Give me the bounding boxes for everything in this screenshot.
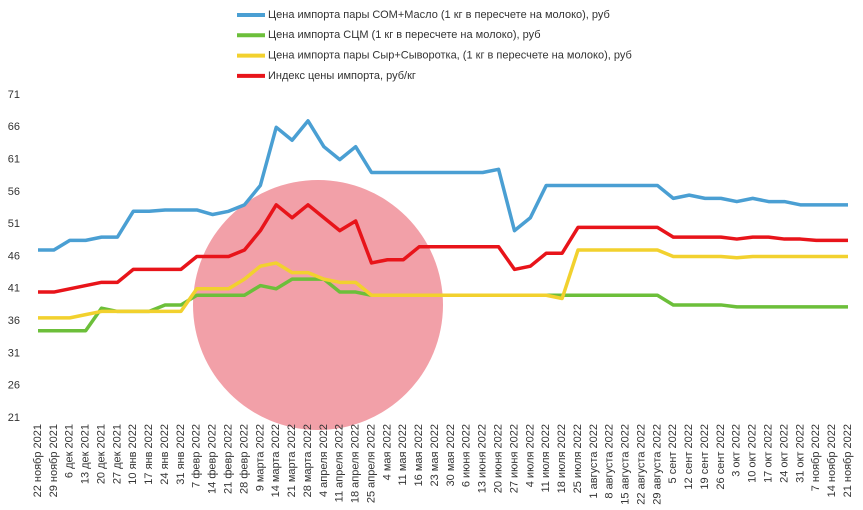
x-tick-label: 29 августа 2022: [651, 424, 663, 505]
x-tick-label: 14 февр 2022: [207, 424, 219, 494]
x-tick-label: 7 февр 2022: [191, 424, 203, 488]
x-tick-label: 27 июня 2022: [508, 424, 520, 493]
x-tick-label: 9 марта 2022: [254, 424, 266, 491]
x-tick-label: 3 окт 2022: [731, 424, 743, 477]
x-tick-label: 12 сент 2022: [683, 424, 695, 490]
x-tick-label: 29 ноябр 2021: [48, 424, 60, 497]
y-tick-label: 66: [8, 121, 20, 133]
x-tick-label: 18 июля 2022: [556, 424, 568, 493]
x-tick-label: 27 дек 2021: [111, 424, 123, 484]
x-tick-label: 28 февр 2022: [238, 424, 250, 494]
x-tick-label: 19 сент 2022: [699, 424, 711, 490]
y-tick-label: 56: [8, 186, 20, 198]
x-tick-label: 17 окт 2022: [762, 424, 774, 483]
x-tick-label: 30 мая 2022: [445, 424, 457, 486]
x-tick-label: 7 ноябр 2022: [810, 424, 822, 491]
x-tick-label: 17 янв 2022: [143, 424, 155, 485]
x-tick-label: 20 июня 2022: [492, 424, 504, 493]
x-tick-label: 10 янв 2022: [127, 424, 139, 485]
x-tick-label: 26 сент 2022: [715, 424, 727, 490]
x-tick-label: 11 июля 2022: [540, 424, 552, 493]
y-tick-label: 31: [8, 347, 20, 359]
x-tick-label: 21 марта 2022: [286, 424, 298, 497]
x-tick-label: 25 июля 2022: [572, 424, 584, 493]
x-tick-label: 14 ноябр 2022: [826, 424, 838, 497]
x-tick-label: 23 мая 2022: [429, 424, 441, 486]
legend-label: Цена импорта пары СОМ+Масло (1 кг в пере…: [268, 9, 610, 21]
x-tick-label: 5 сент 2022: [667, 424, 679, 483]
y-tick-label: 36: [8, 315, 20, 327]
x-tick-label: 31 окт 2022: [794, 424, 806, 483]
y-tick-label: 41: [8, 283, 20, 295]
x-tick-label: 24 окт 2022: [778, 424, 790, 483]
x-tick-label: 15 августа 2022: [620, 424, 632, 505]
x-tick-label: 21 ноябр 2022: [842, 424, 854, 497]
x-tick-label: 1 августа 2022: [588, 424, 600, 499]
x-tick-label: 18 апреля 2022: [350, 424, 362, 503]
series-line: [38, 119, 848, 252]
legend-label: Цена импорта пары Сыр+Сыворотка, (1 кг в…: [268, 50, 632, 62]
y-tick-label: 71: [8, 89, 20, 101]
x-tick-label: 4 мая 2022: [381, 424, 393, 480]
x-tick-label: 25 апреля 2022: [365, 424, 377, 503]
x-tick-label: 31 янв 2022: [175, 424, 187, 485]
x-tick-label: 24 янв 2022: [159, 424, 171, 485]
y-tick-label: 51: [8, 218, 20, 230]
x-tick-label: 6 июня 2022: [461, 424, 473, 487]
series-line: [38, 203, 848, 294]
x-tick-label: 13 июня 2022: [477, 424, 489, 493]
series-line: [38, 248, 848, 320]
x-tick-label: 16 мая 2022: [413, 424, 425, 486]
x-tick-label: 13 дек 2021: [80, 424, 92, 484]
legend-label: Цена импорта СЦМ (1 кг в пересчете на мо…: [268, 29, 541, 41]
y-tick-label: 21: [8, 412, 20, 424]
series-line: [38, 277, 848, 333]
x-tick-label: 4 апреля 2022: [318, 424, 330, 497]
x-tick-label: 11 апреля 2022: [334, 424, 346, 502]
x-tick-label: 28 марта 2022: [302, 424, 314, 497]
y-tick-label: 26: [8, 380, 20, 392]
x-tick-label: 6 дек 2021: [64, 424, 76, 478]
x-tick-label: 14 марта 2022: [270, 424, 282, 497]
y-tick-label: 61: [8, 154, 20, 166]
x-tick-label: 22 августа 2022: [635, 424, 647, 505]
y-tick-label: 46: [8, 250, 20, 262]
x-tick-label: 21 февр 2022: [222, 424, 234, 494]
x-tick-label: 20 дек 2021: [95, 424, 107, 484]
x-tick-label: 8 августа 2022: [604, 424, 616, 499]
legend-label: Индекс цены импорта, руб/кг: [268, 70, 416, 82]
x-tick-label: 4 июля 2022: [524, 424, 536, 487]
watermark: [193, 180, 443, 430]
x-tick-label: 22 ноябр 2021: [32, 424, 44, 497]
x-tick-label: 11 мая 2022: [397, 424, 409, 486]
x-tick-label: 10 окт 2022: [747, 424, 759, 483]
